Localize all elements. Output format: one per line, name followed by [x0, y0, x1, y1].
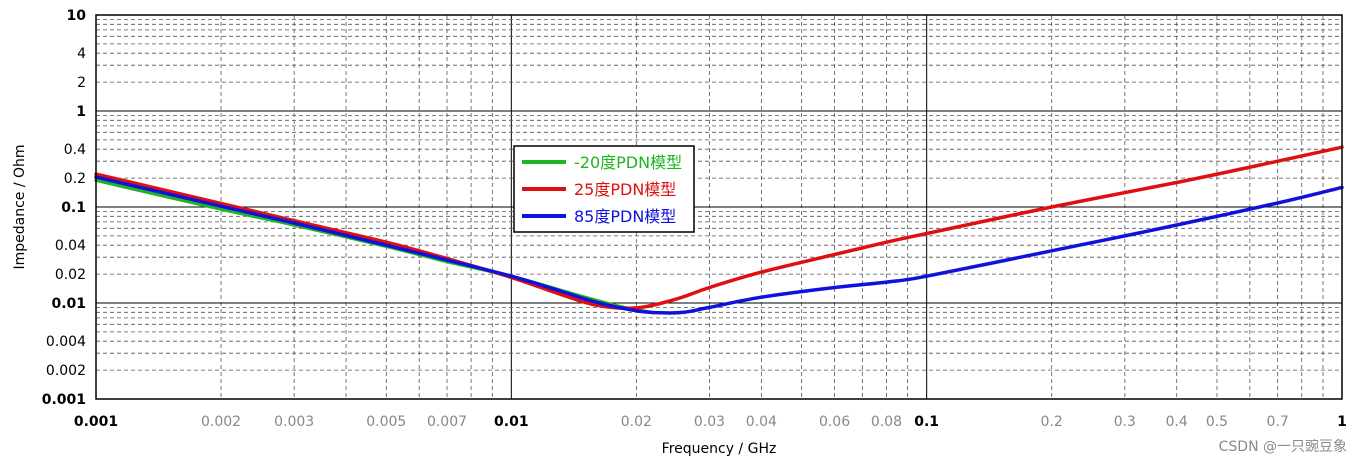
x-tick-label: 0.002: [201, 414, 241, 430]
y-tick-label: 2: [77, 75, 86, 91]
y-tick-label: 0.04: [55, 238, 86, 254]
y-tick-label: 4: [77, 46, 86, 62]
y-tick-label: 0.2: [64, 171, 86, 187]
plot-frame: [95, 14, 1343, 400]
x-tick-label: 0.06: [819, 414, 850, 430]
x-tick-label: 0.02: [621, 414, 652, 430]
series-line-2: [94, 145, 1344, 310]
legend-label: 85度PDN模型: [574, 207, 676, 226]
grid: [95, 14, 1343, 400]
x-tick-label: 0.08: [871, 414, 902, 430]
x-tick-label: 0.001: [74, 414, 118, 430]
x-tick-label: 0.005: [366, 414, 406, 430]
x-tick-label: 0.03: [694, 414, 725, 430]
y-tick-label: 10: [67, 8, 87, 24]
y-tick-label: 0.002: [46, 363, 86, 379]
tick-labels: 0.001 0.002 0.003 0.005 0.007 0.01 0.02 0.03 0.0…: [42, 8, 1347, 430]
y-axis-label: Impedance / Ohm: [12, 144, 28, 269]
y-tick-label: 1: [76, 104, 86, 120]
x-tick-label: 0.2: [1041, 414, 1063, 430]
x-tick-label: 0.4: [1166, 414, 1188, 430]
x-tick-label: 0.003: [274, 414, 314, 430]
legend-label: -20度PDN模型: [574, 153, 682, 172]
x-tick-label: 0.01: [494, 414, 529, 430]
y-tick-label: 0.004: [46, 334, 86, 350]
x-tick-label: 0.04: [746, 414, 777, 430]
x-tick-label: 0.1: [914, 414, 939, 430]
x-tick-label: 0.5: [1206, 414, 1228, 430]
y-tick-label: 0.4: [64, 142, 86, 158]
series-lines: [94, 145, 1344, 315]
y-tick-label: 0.1: [61, 200, 86, 216]
watermark: CSDN @一只豌豆象: [1218, 439, 1347, 455]
y-tick-label: 0.001: [42, 392, 86, 408]
y-tick-label: 0.01: [51, 296, 86, 312]
y-tick-label: 0.02: [55, 267, 86, 283]
x-tick-label: 0.007: [427, 414, 467, 430]
x-tick-label: 1: [1337, 414, 1347, 430]
series-line-3: [94, 175, 1344, 315]
x-axis-label: Frequency / GHz: [662, 441, 777, 457]
x-tick-label: 0.3: [1114, 414, 1136, 430]
legend: -20度PDN模型 25度PDN模型 85度PDN模型: [513, 145, 695, 233]
x-tick-label: 0.7: [1267, 414, 1289, 430]
legend-label: 25度PDN模型: [574, 180, 676, 199]
